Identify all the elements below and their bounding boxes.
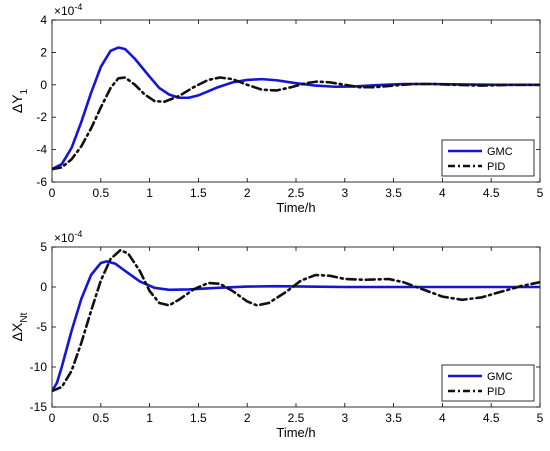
x-tick-label: 0.5 [92, 186, 109, 200]
y-axis-label-subscript: 1 [19, 88, 30, 94]
x-tick-label: 1 [146, 411, 153, 425]
y-tick-label: -6 [36, 175, 47, 189]
x-tick-label: 3.5 [385, 186, 402, 200]
legend-box [441, 364, 535, 402]
y-axis-label-subscript: Nt [19, 312, 30, 322]
legend-label-pid: PID [487, 386, 505, 398]
x-tick-label: 3 [341, 411, 348, 425]
y-exponent-base: ×10 [54, 4, 75, 18]
y-exponent-power: -4 [74, 229, 82, 239]
y-axis-label-main: ΔX [9, 322, 25, 341]
legend-label-pid: PID [487, 161, 505, 173]
series-line-gmc [52, 260, 540, 393]
legend-label-gmc: GMC [487, 146, 513, 158]
x-tick-label: 3 [341, 186, 348, 200]
x-tick-label: 2 [244, 186, 251, 200]
y-tick-label: 5 [40, 240, 47, 254]
y-tick-label: -10 [30, 360, 48, 374]
y-exponent-base: ×10 [54, 231, 75, 245]
x-tick-label: 2 [244, 411, 251, 425]
y-tick-label: -2 [36, 110, 47, 124]
series-group [52, 46, 540, 171]
y-tick-label: -4 [36, 143, 47, 157]
y-axis-label: ΔXNt [9, 312, 30, 341]
y-tick-label: 2 [40, 45, 47, 59]
x-axis-label: Time/h [276, 425, 315, 440]
x-tick-label: 1.5 [190, 186, 207, 200]
x-tick-label: 4.5 [483, 411, 500, 425]
x-tick-label: 3.5 [385, 411, 402, 425]
x-tick-label: 5 [537, 411, 544, 425]
x-tick-label: 2.5 [288, 186, 305, 200]
y-tick-label: 0 [40, 78, 47, 92]
chart-panel-2: 0 0.5 1 1.5 2 2.5 3 3.5 4 4.5 5 -15 -10 -5 0 5 ×10-4 Time… [9, 229, 544, 440]
series-group [52, 248, 540, 393]
x-tick-label: 1.5 [190, 411, 207, 425]
y-exponent-power: -4 [74, 2, 82, 12]
x-axis-label: Time/h [276, 200, 315, 215]
x-tick-label: 4 [439, 186, 446, 200]
y-axis-label: ΔY1 [9, 88, 30, 113]
x-tick-label: 4 [439, 411, 446, 425]
x-tick-label: 2.5 [288, 411, 305, 425]
series-line-gmc [52, 46, 540, 171]
x-tick-label: 5 [537, 186, 544, 200]
x-tick-label: 0 [49, 411, 56, 425]
x-tick-label: 1 [146, 186, 153, 200]
y-tick-label: 0 [40, 280, 47, 294]
legend-label-gmc: GMC [487, 371, 513, 383]
y-tick-label: -15 [30, 400, 48, 414]
y-exponent-label: ×10-4 [54, 2, 82, 18]
legend: GMC PID [441, 139, 535, 177]
y-axis-label-main: ΔY [9, 94, 25, 113]
series-line-pid [52, 76, 540, 171]
chart-panel-1: 0 0.5 1 1.5 2 2.5 3 3.5 4 4.5 5-6-4-2024×10-4Time/… [9, 2, 544, 215]
x-tick-label: 0.5 [92, 411, 109, 425]
y-tick-label: 4 [40, 13, 47, 27]
y-tick-label: -5 [36, 320, 47, 334]
y-exponent-label: ×10-4 [54, 229, 82, 245]
legend-box [441, 139, 535, 177]
legend: GMC PID [441, 364, 535, 402]
series-line-pid [52, 248, 540, 393]
x-tick-label: 0 [49, 186, 56, 200]
x-tick-label: 4.5 [483, 186, 500, 200]
